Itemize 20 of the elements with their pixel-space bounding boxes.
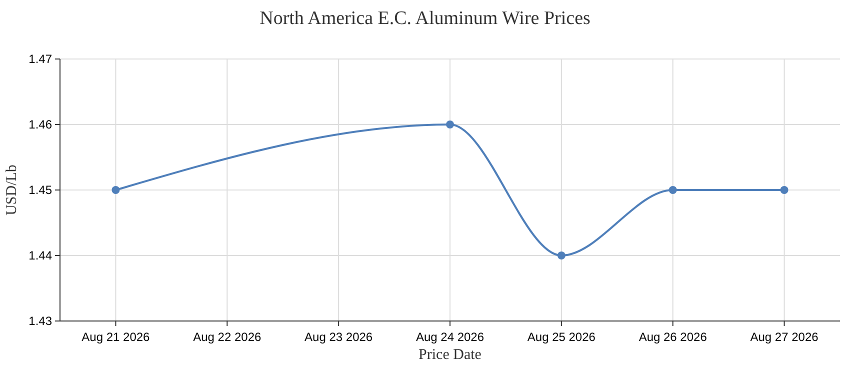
x-tick-label: Aug 21 2026	[82, 330, 150, 344]
point	[780, 186, 788, 194]
x-tick-label: Aug 24 2026	[416, 330, 484, 344]
y-tick-label: 1.47	[28, 52, 52, 66]
point	[668, 186, 677, 194]
point	[446, 120, 454, 128]
x-tick-label: Aug 22 2026	[193, 330, 262, 344]
y-tick-label: 1.45	[28, 183, 52, 197]
y-tick-label: 1.46	[28, 118, 52, 132]
y-tick-label: 1.44	[28, 248, 52, 262]
x-tick-label: Aug 25 2026	[527, 330, 596, 344]
point	[557, 252, 566, 260]
y-tick-label: 1.43	[28, 314, 52, 328]
x-tick-label: Aug 23 2026	[304, 330, 373, 344]
x-tick-label: Aug 26 2026	[638, 330, 708, 344]
point	[112, 186, 120, 194]
y-axis-title: USD/Lb	[4, 164, 20, 216]
x-axis-title: Price Date	[418, 347, 482, 363]
x-tick-label: Aug 27 2026	[750, 330, 819, 344]
chart-title: North America E.C. Aluminum Wire Prices	[260, 8, 590, 29]
